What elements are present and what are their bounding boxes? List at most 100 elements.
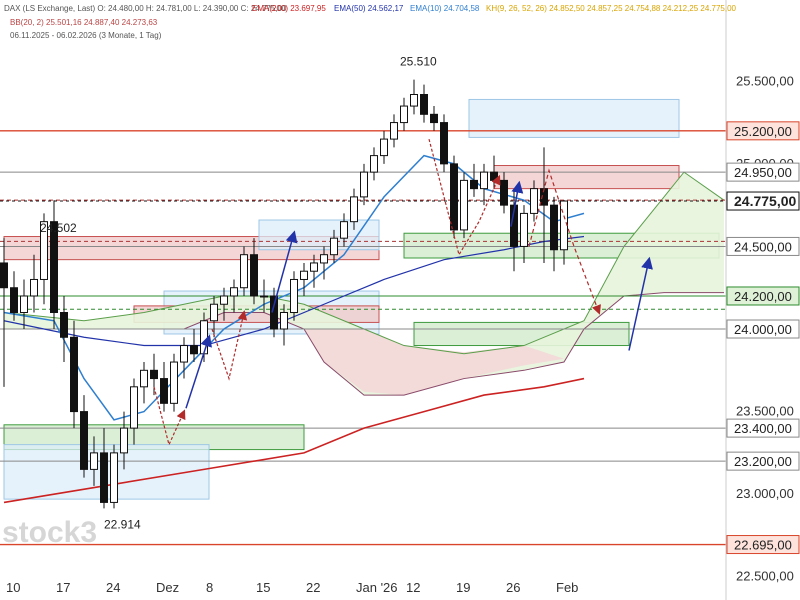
candle-body (110, 452, 118, 503)
candle-body (420, 94, 428, 115)
x-axis: 10 17 24 Dez 8 15 22 Jan '26 12 19 26 Feb (6, 580, 578, 595)
candle-body (120, 427, 128, 454)
x-tick-label: Dez (156, 580, 179, 595)
candle-body (0, 262, 8, 289)
level-label: 23.200,00 (734, 454, 792, 469)
level-label-box (726, 121, 800, 141)
level-label: 24.000,00 (734, 322, 792, 337)
candle-body (430, 113, 438, 124)
y-axis: 25.500,0025.000,0024.500,0024.000,0023.5… (725, 0, 800, 600)
candle-body (220, 295, 228, 305)
candle-body (210, 303, 218, 322)
candle-body (130, 386, 138, 429)
candle-body (200, 320, 208, 355)
header-ichimoku: KH(9, 26, 52, 26) 24.852,50 24.857,25 24… (486, 4, 737, 13)
level-label: 23.400,00 (734, 421, 792, 436)
candle-body (460, 179, 468, 231)
price-annotation: 25.510 (400, 55, 437, 69)
zone-box (468, 98, 680, 138)
x-tick-label: 19 (456, 580, 470, 595)
zone-box (493, 165, 680, 190)
candle-body (520, 212, 528, 247)
red-arrow (428, 138, 501, 257)
x-tick-label: 8 (206, 580, 213, 595)
candle-body (260, 295, 268, 298)
ema50-line (3, 235, 585, 347)
x-tick-label: Feb (556, 580, 578, 595)
y-tick-label: 25.500,00 (736, 73, 794, 88)
candle-body (550, 204, 558, 251)
x-tick-label: 17 (56, 580, 70, 595)
candle-body (10, 287, 18, 313)
arrows-layer (153, 138, 653, 447)
zone-box (258, 219, 380, 251)
candle-body (240, 254, 248, 289)
candle-body (290, 278, 298, 313)
candle-body (490, 171, 498, 181)
price-annotation: 22.914 (104, 517, 141, 531)
header-range: 06.11.2025 - 06.02.2026 (3 Monate, 1 Tag… (10, 31, 162, 40)
candle-body (340, 221, 348, 239)
candle-body (400, 105, 408, 124)
candle-body (170, 361, 178, 404)
candles-layer (0, 79, 568, 509)
x-tick-label: 26 (506, 580, 520, 595)
candle-body (30, 278, 38, 297)
candle-body (350, 196, 358, 223)
candle-body (140, 369, 148, 388)
blue-arrow (510, 180, 524, 227)
candle-body (40, 221, 48, 280)
level-label: 25.200,00 (734, 124, 792, 139)
candle-body (450, 163, 458, 231)
candle-body (270, 295, 278, 330)
ema200-line (3, 377, 585, 504)
candle-body (100, 452, 108, 503)
y-tick-label: 23.000,00 (736, 486, 794, 501)
candle-body (310, 262, 318, 272)
x-tick-label: 12 (406, 580, 420, 595)
level-label-box (726, 162, 800, 182)
candle-body (190, 345, 198, 355)
candle-body (480, 171, 488, 190)
ichimoku-cloud-layer (3, 171, 725, 396)
ichimoku-cloud-bearish (304, 329, 564, 396)
level-label: 24.500,00 (734, 239, 792, 254)
span-a-line (3, 171, 725, 355)
level-label-box (726, 286, 800, 306)
candle-body (280, 312, 288, 330)
annotations-layer: 25.510 24.502 22.914 (40, 55, 437, 532)
candle-body (150, 369, 158, 380)
level-label-box (726, 418, 800, 438)
candle-body (230, 287, 238, 297)
level-label-box (726, 236, 800, 256)
header-ema50: EMA(50) 24.562,17 (334, 4, 404, 13)
x-tick-label: 10 (6, 580, 20, 595)
candle-body (470, 179, 478, 190)
candle-body (320, 254, 328, 264)
ichimoku-cloud (4, 172, 724, 396)
zone-box (413, 321, 630, 347)
level-label-box (726, 535, 800, 555)
candle-body (380, 138, 388, 157)
red-arrow (211, 310, 248, 381)
candle-body (330, 237, 338, 256)
blue-arrow (271, 230, 298, 313)
candle-body (50, 221, 58, 314)
x-tick-label: 15 (256, 580, 270, 595)
candle-body (60, 312, 68, 338)
level-label-box (726, 451, 800, 471)
candle-body (250, 254, 258, 297)
header-ema200: EMA(200) 23.697,95 (252, 4, 326, 13)
candle-body (530, 188, 538, 214)
candle-body (160, 378, 168, 404)
level-label: 24.775,00 (734, 193, 796, 209)
candle-body (500, 179, 508, 206)
candle-body (410, 94, 418, 107)
x-tick-label: Jan '26 (356, 580, 398, 595)
candle-body (440, 122, 448, 165)
candle-body (80, 411, 88, 470)
header-ema10: EMA(10) 24.704,58 (410, 4, 480, 13)
level-label: 24.950,00 (734, 165, 792, 180)
